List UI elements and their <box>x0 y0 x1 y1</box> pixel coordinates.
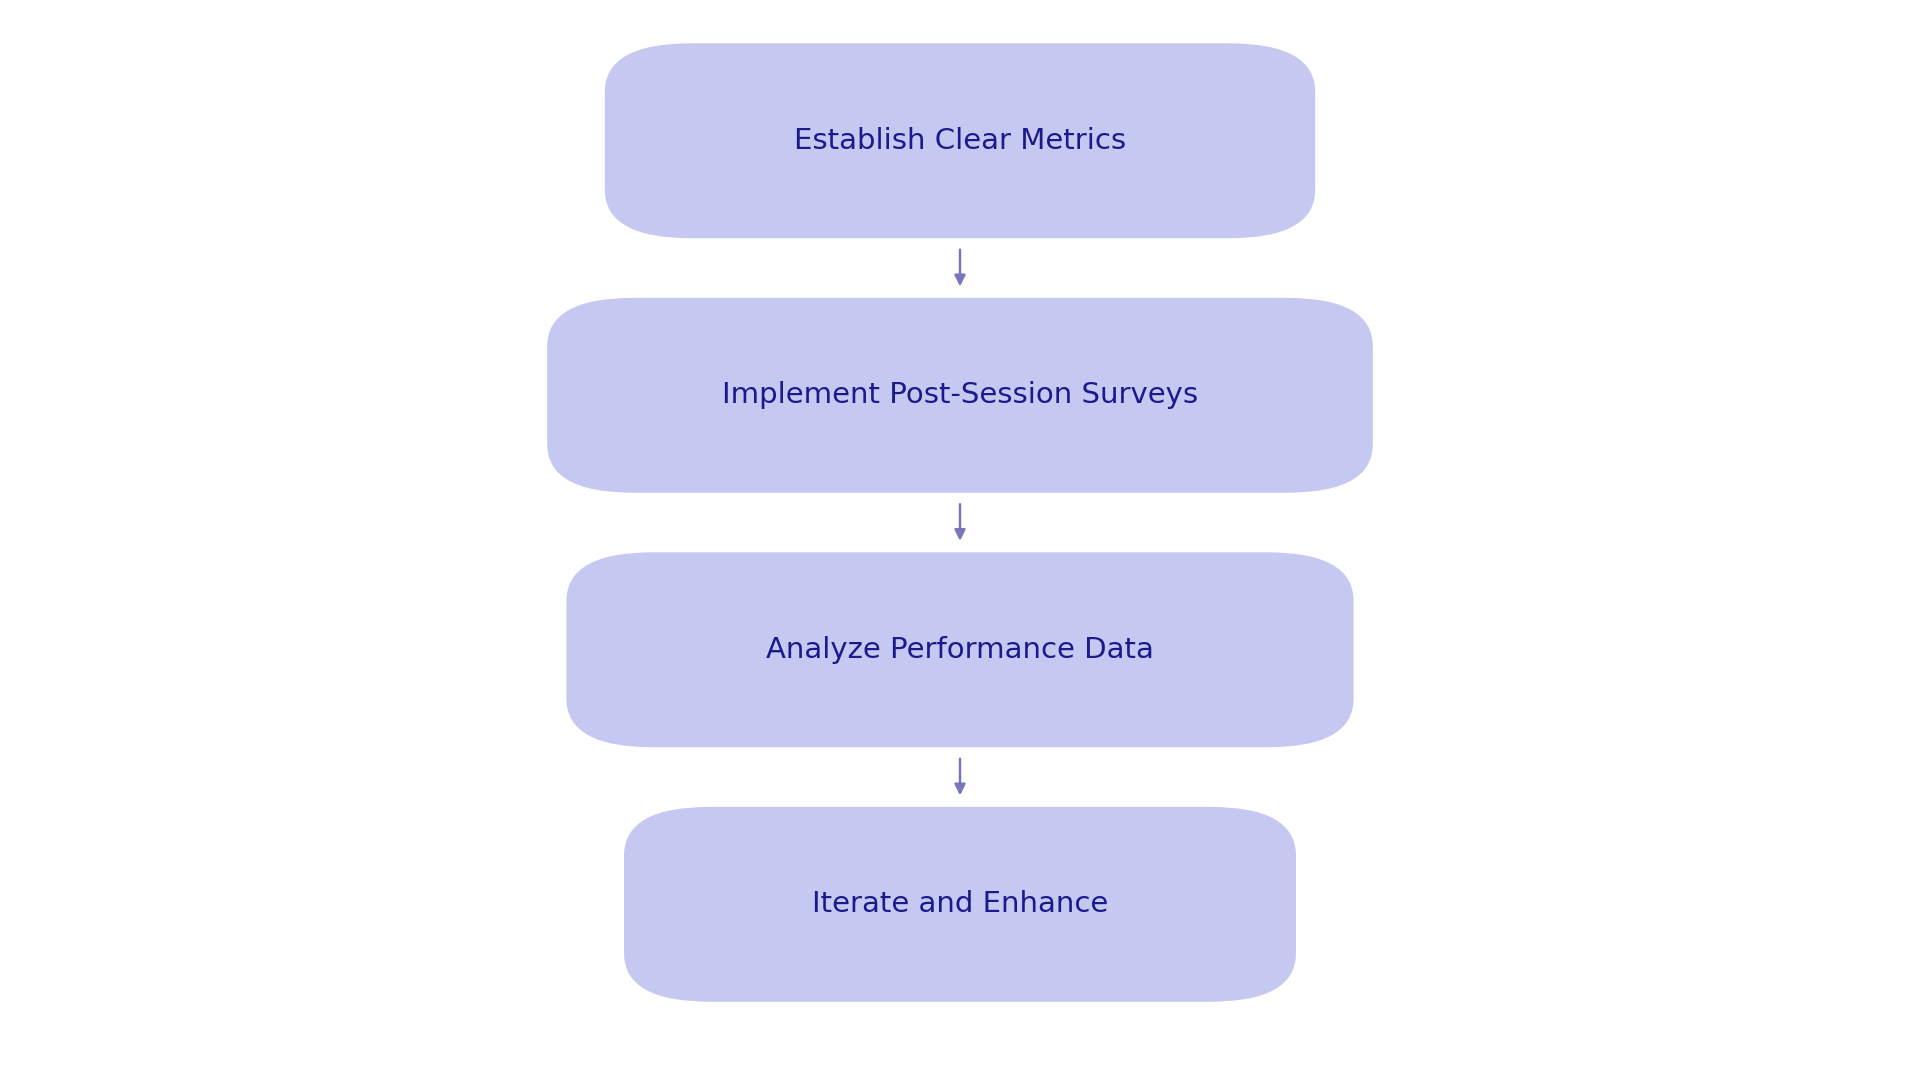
Text: Analyze Performance Data: Analyze Performance Data <box>766 636 1154 664</box>
FancyBboxPatch shape <box>547 298 1373 493</box>
FancyBboxPatch shape <box>624 807 1296 1002</box>
FancyBboxPatch shape <box>605 43 1315 238</box>
Text: Establish Clear Metrics: Establish Clear Metrics <box>795 127 1125 155</box>
Text: Implement Post-Session Surveys: Implement Post-Session Surveys <box>722 381 1198 409</box>
Text: Iterate and Enhance: Iterate and Enhance <box>812 890 1108 918</box>
FancyBboxPatch shape <box>566 552 1354 747</box>
